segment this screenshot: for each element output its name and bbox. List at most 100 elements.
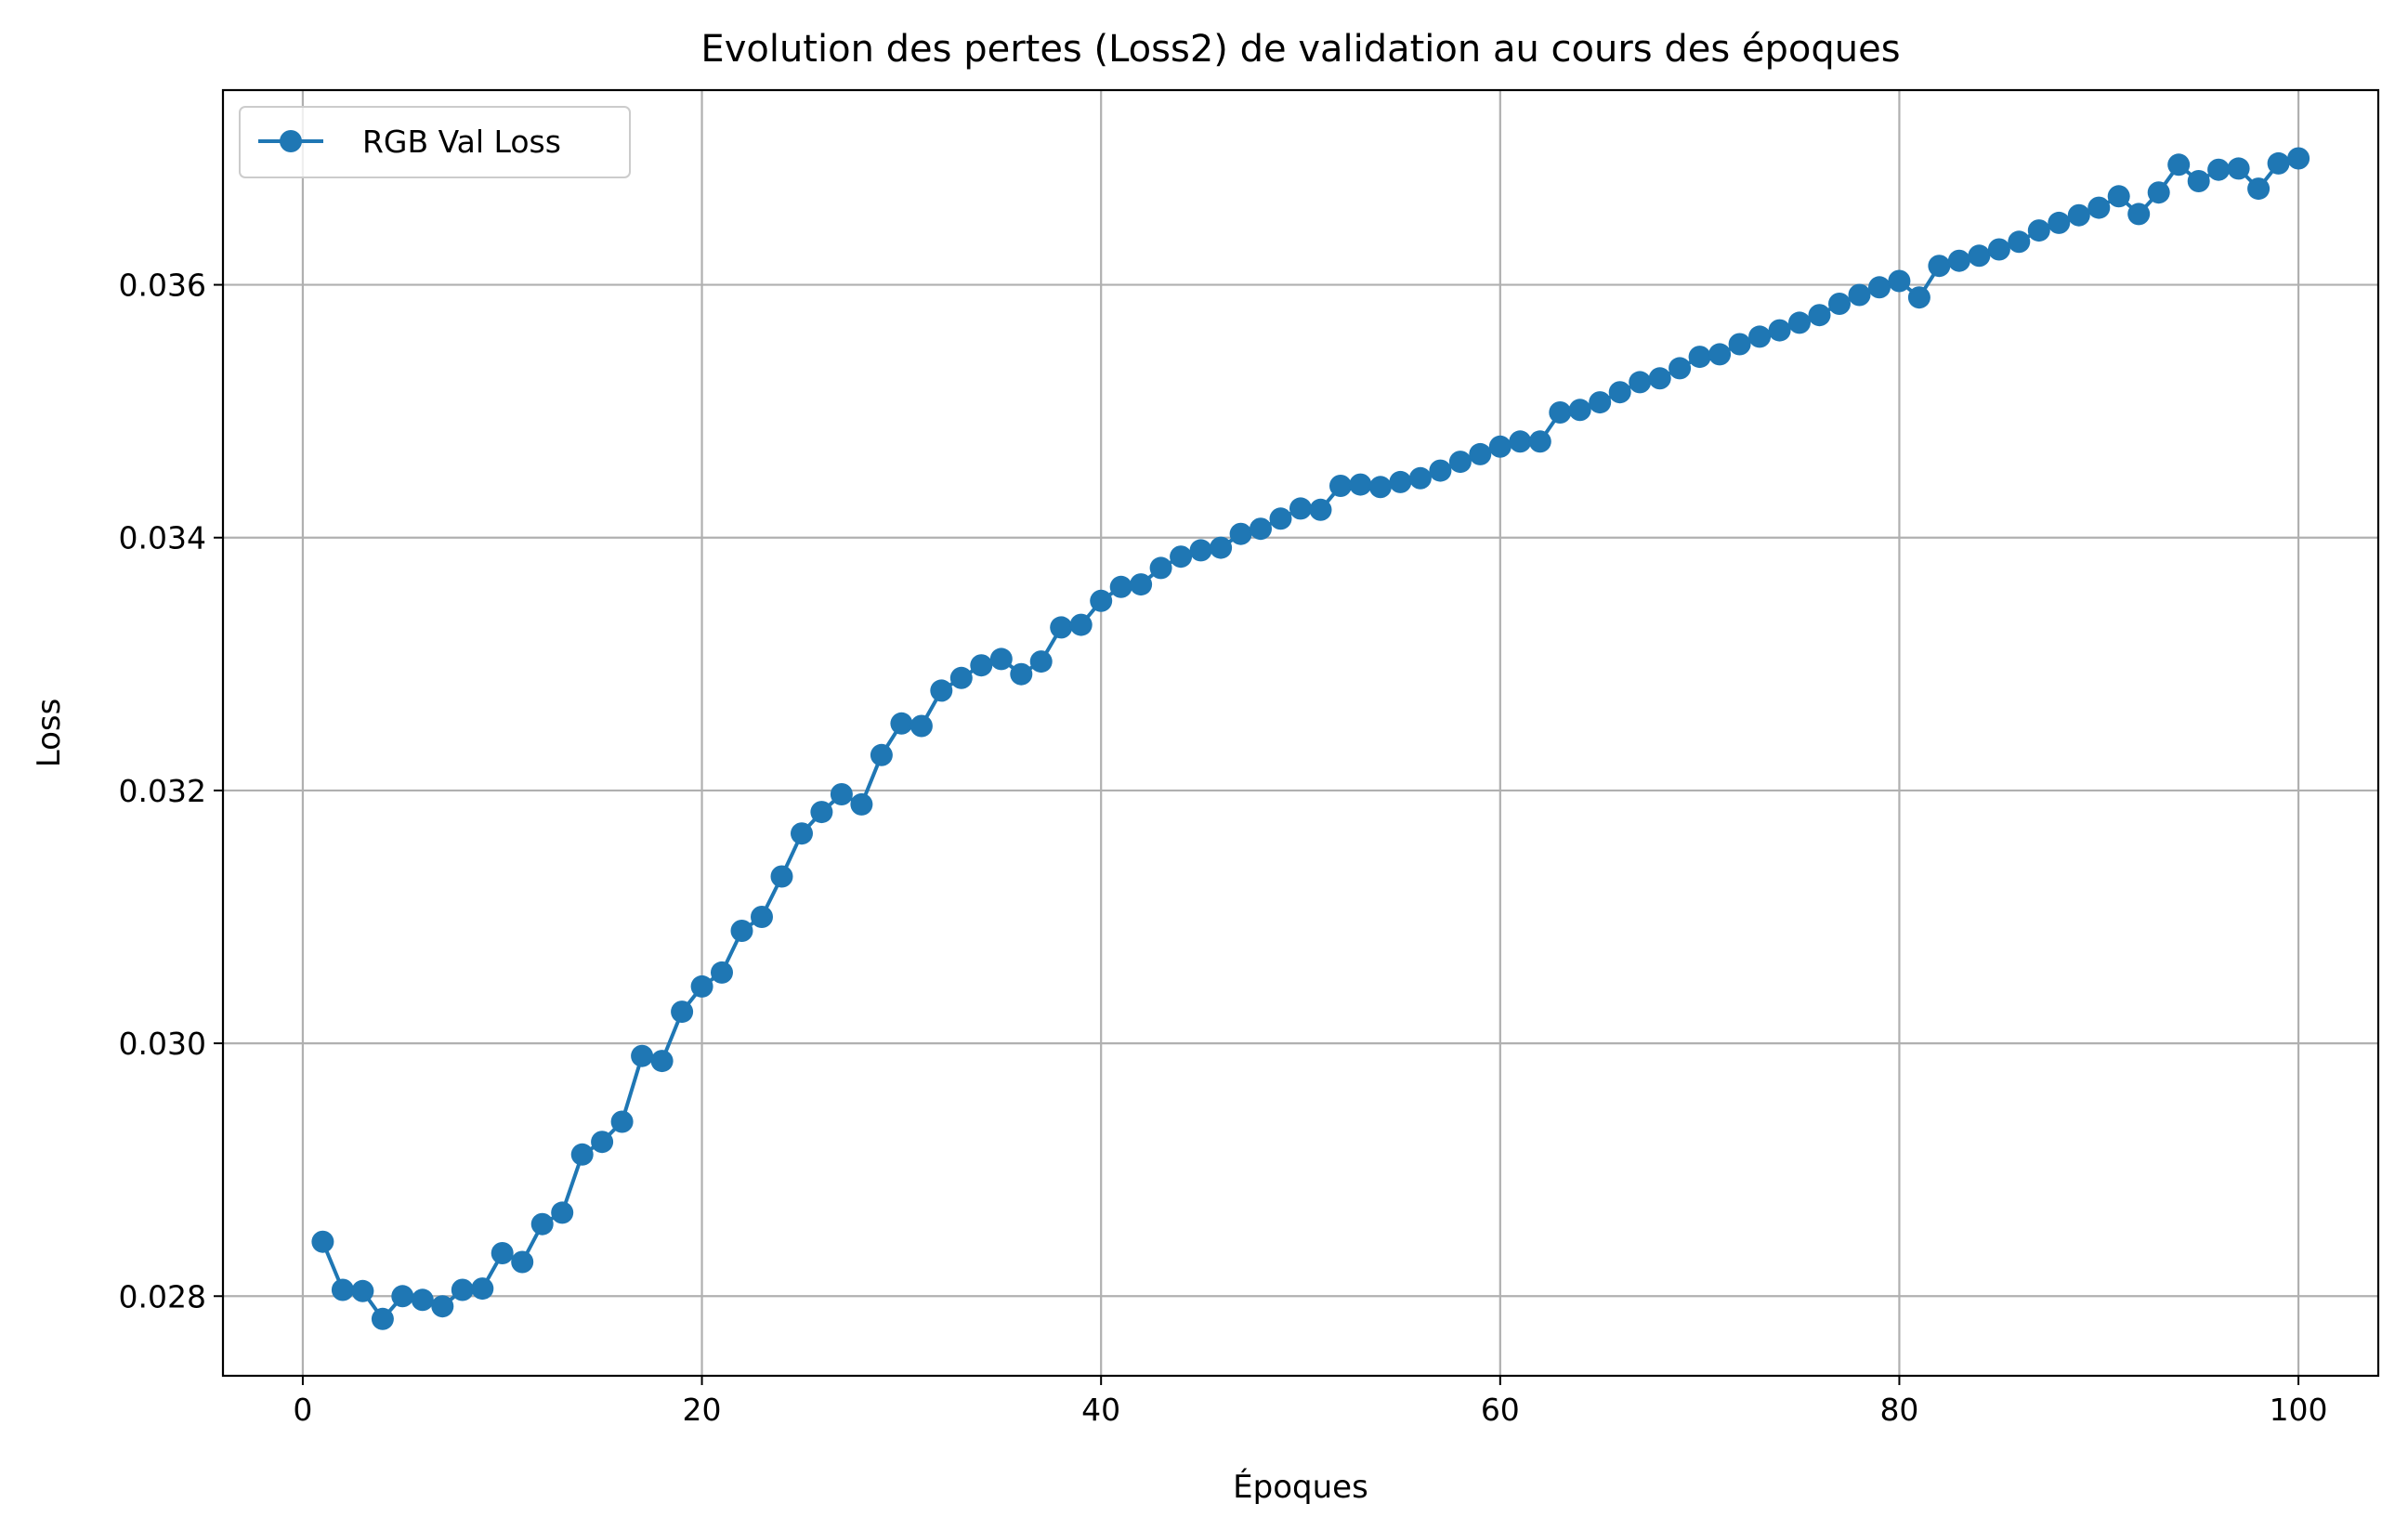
data-point xyxy=(1010,662,1033,686)
data-point xyxy=(1688,346,1711,369)
x-tick-label: 100 xyxy=(2270,1392,2328,1428)
data-point xyxy=(1768,319,1791,342)
y-tick-label: 0.032 xyxy=(119,773,206,809)
data-point xyxy=(1488,435,1512,458)
data-point xyxy=(1130,573,1153,596)
x-axis-label: Époques xyxy=(1233,1468,1368,1506)
data-point xyxy=(530,1212,554,1236)
data-point xyxy=(970,654,993,677)
data-point xyxy=(850,792,873,816)
data-point xyxy=(2207,158,2231,181)
data-point xyxy=(949,666,973,689)
x-tick-label: 0 xyxy=(293,1392,312,1428)
data-point xyxy=(2147,181,2170,204)
data-point xyxy=(1608,381,1631,404)
data-point xyxy=(331,1278,354,1301)
data-point xyxy=(1728,333,1751,356)
data-point xyxy=(671,1000,694,1024)
data-point xyxy=(1149,556,1172,580)
data-point xyxy=(2267,151,2290,175)
data-point xyxy=(1329,475,1352,497)
x-tick-label: 20 xyxy=(683,1392,722,1428)
data-point xyxy=(610,1110,634,1133)
data-point xyxy=(1269,507,1292,530)
data-point xyxy=(1808,304,1831,327)
data-point xyxy=(989,647,1013,671)
data-point xyxy=(1629,371,1652,394)
data-point xyxy=(1050,616,1073,639)
data-point xyxy=(2227,157,2250,180)
data-point xyxy=(1708,343,1732,366)
data-point xyxy=(2087,196,2111,219)
plot-frame xyxy=(221,88,2380,1378)
data-point xyxy=(551,1201,574,1224)
data-point xyxy=(1349,473,1372,496)
data-point xyxy=(1669,357,1692,380)
y-tick-label: 0.028 xyxy=(119,1278,206,1314)
data-point xyxy=(930,679,953,702)
x-tick-label: 60 xyxy=(1481,1392,1520,1428)
legend-box xyxy=(239,106,631,178)
data-point xyxy=(1928,255,1951,278)
data-point xyxy=(770,865,793,888)
y-tick-label: 0.030 xyxy=(119,1026,206,1062)
data-point xyxy=(870,743,893,766)
data-point xyxy=(2247,177,2271,201)
data-point xyxy=(2107,185,2130,208)
legend-label: RGB Val Loss xyxy=(362,124,561,160)
data-point xyxy=(1788,311,1811,334)
data-point xyxy=(1748,325,1772,348)
data-point xyxy=(1090,589,1113,612)
data-point xyxy=(791,822,813,845)
data-point xyxy=(391,1285,414,1308)
data-point xyxy=(690,974,713,998)
data-point xyxy=(1069,613,1093,636)
data-point xyxy=(1170,545,1193,569)
data-point xyxy=(1289,497,1312,520)
data-point xyxy=(1448,451,1472,474)
data-point xyxy=(650,1050,674,1073)
data-point xyxy=(471,1277,494,1301)
legend: RGB Val Loss xyxy=(239,106,631,178)
y-tick-label: 0.036 xyxy=(119,268,206,304)
data-point xyxy=(1947,249,1970,272)
data-point xyxy=(491,1242,514,1264)
data-point xyxy=(1210,536,1233,559)
data-point xyxy=(2048,211,2071,234)
data-point xyxy=(1848,283,1871,307)
data-point xyxy=(1987,238,2010,261)
data-point xyxy=(1968,244,1991,268)
ticks: 0 20 40 60 80 100 0.028 0.030 0.032 0.034 0.036 xyxy=(119,268,2328,1428)
chart-title: Evolution des pertes (Loss2) de validati… xyxy=(700,28,1900,71)
data-point xyxy=(371,1307,394,1330)
data-point xyxy=(570,1143,594,1166)
data-point xyxy=(1229,522,1252,545)
data-point xyxy=(1309,498,1332,521)
data-point xyxy=(1828,293,1851,315)
x-tick-label: 80 xyxy=(1879,1392,1918,1428)
data-point xyxy=(2287,147,2310,170)
data-point xyxy=(1408,466,1432,490)
grid xyxy=(223,90,2378,1376)
data-point xyxy=(1568,399,1591,422)
data-point xyxy=(451,1278,474,1301)
data-point xyxy=(2187,170,2210,192)
data-point xyxy=(711,961,733,984)
data-point xyxy=(1029,650,1053,673)
data-point xyxy=(830,783,853,805)
data-point xyxy=(411,1288,434,1312)
data-point xyxy=(1189,539,1212,562)
data-point xyxy=(810,801,833,824)
data-point xyxy=(2167,153,2191,177)
data-point xyxy=(511,1250,534,1274)
data-point xyxy=(631,1044,654,1067)
data-point xyxy=(1907,286,1930,309)
data-point xyxy=(1250,517,1272,541)
y-tick-label: 0.034 xyxy=(119,520,206,556)
y-axis-label: Loss xyxy=(31,699,68,768)
data-point xyxy=(1429,459,1452,482)
data-point xyxy=(1589,391,1612,414)
data-point xyxy=(910,714,933,738)
legend-marker-swatch xyxy=(280,130,302,152)
data-point xyxy=(1549,401,1572,424)
